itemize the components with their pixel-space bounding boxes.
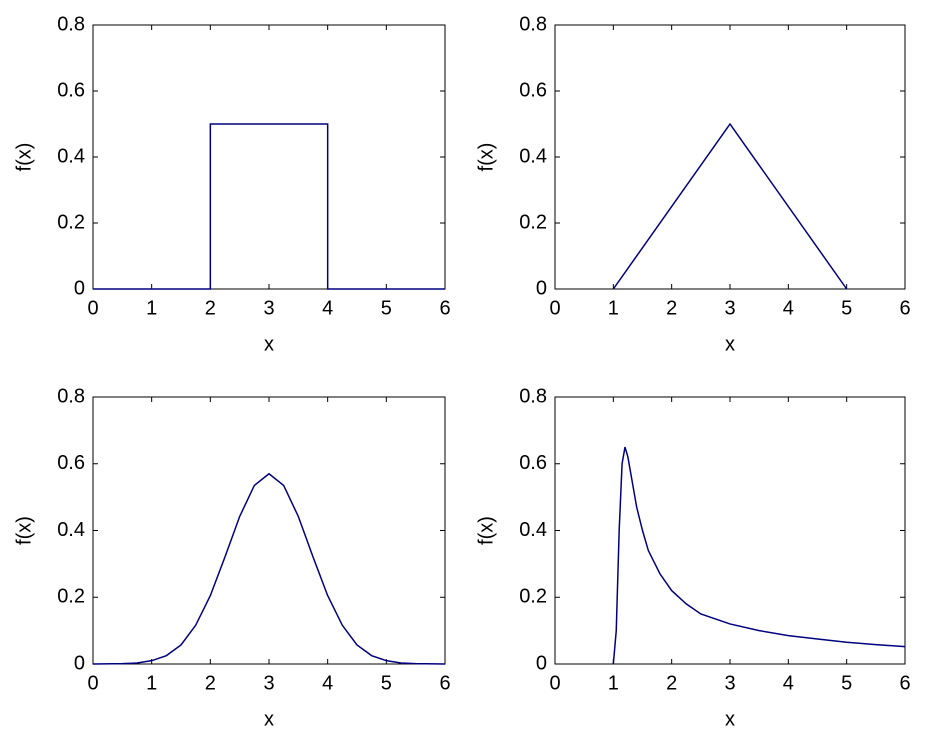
y-tick-label: 0.4 [519, 519, 547, 541]
y-tick-label: 0.8 [519, 385, 547, 407]
axes-frame [92, 396, 446, 665]
y-tick-label: 0 [536, 277, 547, 299]
x-axis-label: x [725, 708, 735, 730]
x-tick-label: 2 [666, 297, 677, 319]
x-tick-label: 1 [146, 297, 157, 319]
series-line [612, 446, 906, 665]
x-axis-label: x [264, 333, 274, 355]
y-tick-label: 0.6 [57, 79, 85, 101]
x-tick-label: 3 [263, 672, 274, 694]
series-line [92, 472, 446, 665]
y-axis-label: f(x) [13, 143, 35, 172]
y-tick-label: 0 [74, 277, 85, 299]
axes-frame [92, 24, 446, 290]
x-tick-label: 4 [783, 672, 794, 694]
x-tick-label: 3 [724, 672, 735, 694]
x-tick-label: 0 [87, 297, 98, 319]
x-tick-label: 6 [899, 297, 910, 319]
y-tick-label: 0.8 [57, 385, 85, 407]
x-tick-label: 0 [549, 297, 560, 319]
y-tick-label: 0.6 [519, 452, 547, 474]
series-line [612, 122, 848, 290]
x-tick-label: 5 [381, 297, 392, 319]
y-tick-label: 0 [536, 652, 547, 674]
y-tick-label: 0 [74, 652, 85, 674]
x-tick-label: 5 [841, 297, 852, 319]
x-tick-label: 5 [841, 672, 852, 694]
y-tick-label: 0.2 [57, 211, 85, 233]
x-tick-label: 2 [205, 297, 216, 319]
x-tick-label: 4 [322, 297, 333, 319]
x-tick-label: 1 [146, 672, 157, 694]
y-tick-label: 0.8 [57, 13, 85, 35]
y-axis-label: f(x) [475, 143, 497, 172]
x-axis-label: x [264, 708, 274, 730]
y-axis-label: f(x) [475, 516, 497, 545]
y-axis-label: f(x) [13, 516, 35, 545]
series-line [93, 123, 445, 290]
x-tick-label: 4 [322, 672, 333, 694]
y-tick-label: 0.4 [57, 145, 85, 167]
x-tick-label: 1 [608, 297, 619, 319]
y-tick-label: 0.2 [57, 586, 85, 608]
x-tick-label: 6 [439, 297, 450, 319]
x-tick-label: 2 [666, 672, 677, 694]
y-tick-label: 0.8 [519, 13, 547, 35]
x-tick-label: 3 [263, 297, 274, 319]
x-tick-label: 4 [783, 297, 794, 319]
x-tick-label: 0 [87, 672, 98, 694]
x-tick-label: 2 [205, 672, 216, 694]
x-tick-label: 3 [724, 297, 735, 319]
y-tick-label: 0.4 [57, 519, 85, 541]
y-tick-label: 0.2 [519, 211, 547, 233]
y-tick-label: 0.6 [519, 79, 547, 101]
axes-frame [554, 24, 906, 290]
x-tick-label: 0 [549, 672, 560, 694]
x-tick-label: 5 [381, 672, 392, 694]
x-tick-label: 6 [439, 672, 450, 694]
x-tick-label: 1 [608, 672, 619, 694]
y-tick-label: 0.6 [57, 452, 85, 474]
y-tick-label: 0.4 [519, 145, 547, 167]
x-axis-label: x [725, 333, 735, 355]
y-tick-label: 0.2 [519, 586, 547, 608]
x-tick-label: 6 [899, 672, 910, 694]
